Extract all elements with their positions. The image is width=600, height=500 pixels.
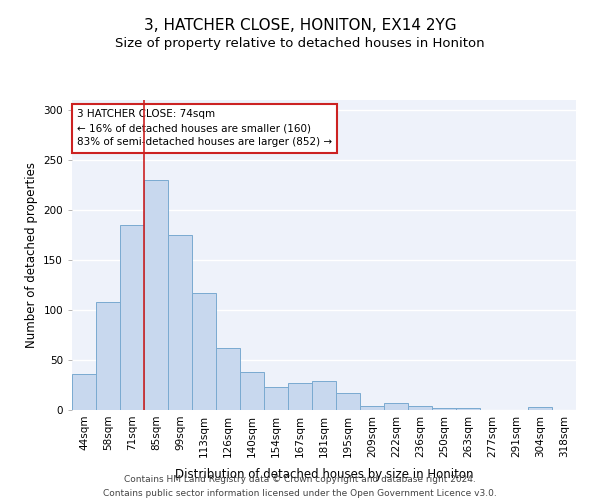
Bar [408,406,432,410]
Bar [360,406,384,410]
Bar [120,225,144,410]
Bar [240,372,264,410]
Bar [144,180,168,410]
X-axis label: Distribution of detached houses by size in Honiton: Distribution of detached houses by size … [175,468,473,481]
Y-axis label: Number of detached properties: Number of detached properties [25,162,38,348]
Bar [168,235,192,410]
Bar [216,348,240,410]
Bar [192,293,216,410]
Bar [336,393,360,410]
Bar [288,383,312,410]
Bar [384,403,408,410]
Text: Size of property relative to detached houses in Honiton: Size of property relative to detached ho… [115,38,485,51]
Text: 3, HATCHER CLOSE, HONITON, EX14 2YG: 3, HATCHER CLOSE, HONITON, EX14 2YG [143,18,457,32]
Text: Contains HM Land Registry data © Crown copyright and database right 2024.
Contai: Contains HM Land Registry data © Crown c… [103,476,497,498]
Bar [72,374,96,410]
Bar [528,407,552,410]
Bar [264,387,288,410]
Text: 3 HATCHER CLOSE: 74sqm
← 16% of detached houses are smaller (160)
83% of semi-de: 3 HATCHER CLOSE: 74sqm ← 16% of detached… [77,110,332,148]
Bar [96,302,120,410]
Bar [312,381,336,410]
Bar [456,408,480,410]
Bar [432,408,456,410]
